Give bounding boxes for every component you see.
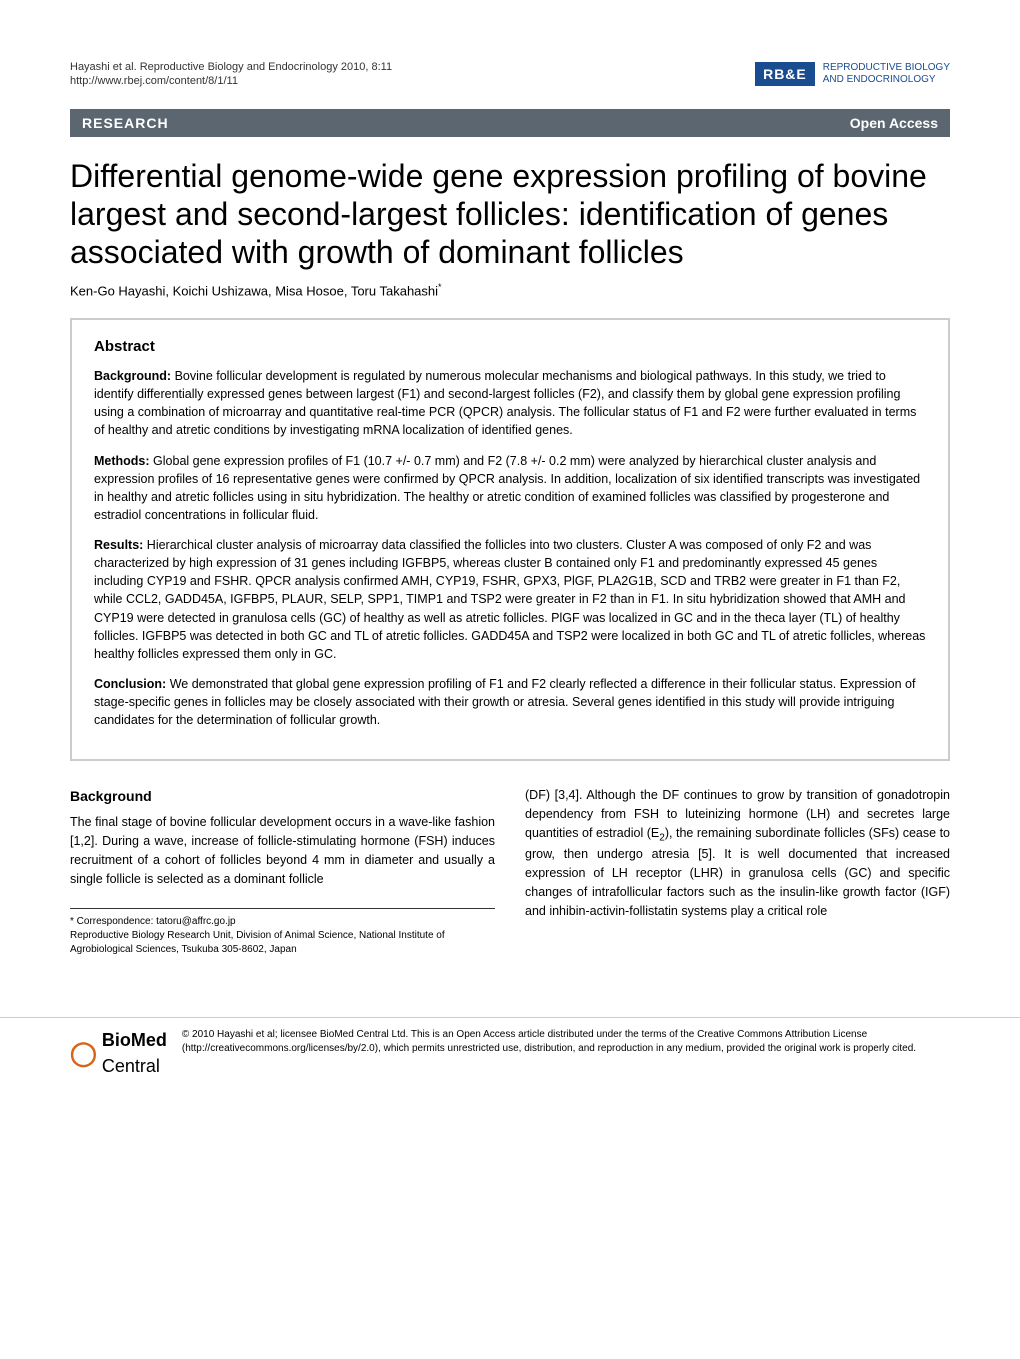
bmc-name-2: Central xyxy=(102,1056,160,1076)
abstract-results-label: Results: xyxy=(94,538,143,552)
abstract-background-text: Bovine follicular development is regulat… xyxy=(94,369,916,437)
citation-line-1: Hayashi et al. Reproductive Biology and … xyxy=(70,60,392,74)
citation-url: http://www.rbej.com/content/8/1/11 xyxy=(70,74,392,88)
abstract-results: Results: Hierarchical cluster analysis o… xyxy=(94,536,926,663)
abstract-heading: Abstract xyxy=(94,338,926,355)
journal-name-line1: REPRODUCTIVE BIOLOGY xyxy=(823,62,950,74)
running-header: Hayashi et al. Reproductive Biology and … xyxy=(70,60,950,89)
abstract-methods: Methods: Global gene expression profiles… xyxy=(94,452,926,525)
bmc-name-1: BioMed xyxy=(102,1030,167,1050)
biomed-central-logo: ◯ BioMed Central xyxy=(70,1028,167,1078)
abstract-conclusion: Conclusion: We demonstrated that global … xyxy=(94,675,926,729)
correspondence-block: * Correspondence: tatoru@affrc.go.jp Rep… xyxy=(70,908,495,957)
license-text: © 2010 Hayashi et al; licensee BioMed Ce… xyxy=(182,1028,950,1056)
background-paragraph-left: The final stage of bovine follicular dev… xyxy=(70,813,495,888)
open-access-label: Open Access xyxy=(850,115,938,131)
page-container: Hayashi et al. Reproductive Biology and … xyxy=(0,0,1020,997)
left-column: Background The final stage of bovine fol… xyxy=(70,786,495,957)
background-heading: Background xyxy=(70,786,495,807)
abstract-methods-text: Global gene expression profiles of F1 (1… xyxy=(94,454,920,522)
author-list: Ken-Go Hayashi, Koichi Ushizawa, Misa Ho… xyxy=(70,282,950,298)
page-footer: ◯ BioMed Central © 2010 Hayashi et al; l… xyxy=(0,1017,1020,1098)
journal-logo-icon: RB&E xyxy=(755,62,815,86)
bmc-text: BioMed Central xyxy=(102,1028,167,1078)
background-paragraph-right: (DF) [3,4]. Although the DF continues to… xyxy=(525,786,950,920)
right-column: (DF) [3,4]. Although the DF continues to… xyxy=(525,786,950,957)
bmc-symbol-icon: ◯ xyxy=(70,1037,97,1071)
journal-name: REPRODUCTIVE BIOLOGY AND ENDOCRINOLOGY xyxy=(823,62,950,86)
journal-name-line2: AND ENDOCRINOLOGY xyxy=(823,74,950,86)
abstract-methods-label: Methods: xyxy=(94,454,150,468)
abstract-box: Abstract Background: Bovine follicular d… xyxy=(70,318,950,761)
journal-logo-block: RB&E REPRODUCTIVE BIOLOGY AND ENDOCRINOL… xyxy=(755,60,950,89)
abstract-results-text: Hierarchical cluster analysis of microar… xyxy=(94,538,925,661)
body-columns: Background The final stage of bovine fol… xyxy=(70,786,950,957)
corresponding-marker: * xyxy=(438,282,442,292)
abstract-background: Background: Bovine follicular developmen… xyxy=(94,367,926,440)
article-type-label: RESEARCH xyxy=(82,115,169,131)
correspondence-email: * Correspondence: tatoru@affrc.go.jp xyxy=(70,915,495,929)
author-names: Ken-Go Hayashi, Koichi Ushizawa, Misa Ho… xyxy=(70,283,438,298)
article-type-bar: RESEARCH Open Access xyxy=(70,109,950,137)
abstract-background-label: Background: xyxy=(94,369,171,383)
abstract-conclusion-text: We demonstrated that global gene express… xyxy=(94,677,915,727)
article-title: Differential genome-wide gene expression… xyxy=(70,157,950,272)
citation-block: Hayashi et al. Reproductive Biology and … xyxy=(70,60,392,89)
correspondence-affiliation: Reproductive Biology Research Unit, Divi… xyxy=(70,929,495,957)
abstract-conclusion-label: Conclusion: xyxy=(94,677,166,691)
